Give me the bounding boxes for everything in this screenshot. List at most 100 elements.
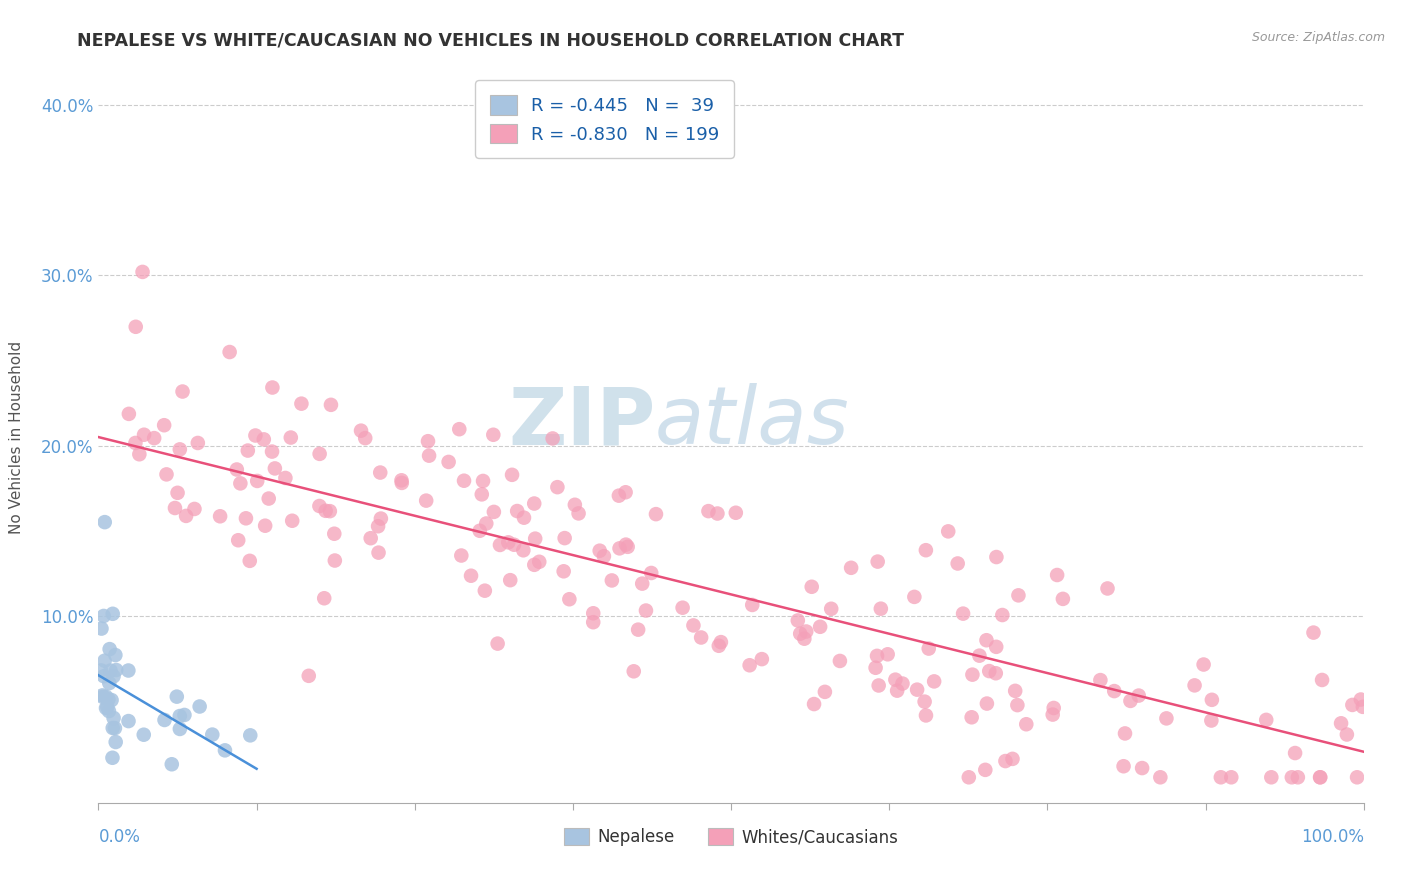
Point (803, 697, 825, 711)
Point (541, 432, 564, 446)
Point (117, 714, 139, 728)
Point (876, 648, 898, 662)
Point (308, 499, 330, 513)
Point (104, 735, 127, 749)
Point (132, 728, 155, 742)
Point (93, 654, 115, 668)
Point (229, 476, 252, 491)
Point (839, 561, 862, 575)
Point (418, 449, 440, 463)
Point (984, 666, 1007, 681)
Point (1309, 770, 1331, 784)
Point (360, 531, 382, 545)
Point (969, 648, 991, 663)
Point (290, 397, 312, 411)
Point (1128, 689, 1150, 703)
Point (529, 555, 551, 569)
Point (974, 763, 997, 777)
Point (169, 709, 191, 723)
Point (808, 620, 831, 634)
Point (97, 692, 120, 706)
Point (183, 502, 205, 516)
Point (1130, 761, 1153, 775)
Point (235, 511, 257, 525)
Point (482, 505, 505, 519)
Point (976, 633, 998, 648)
Point (169, 442, 191, 457)
Point (513, 510, 536, 524)
Point (866, 648, 889, 663)
Point (503, 538, 526, 552)
Point (153, 418, 176, 433)
Point (1004, 683, 1026, 698)
Point (236, 443, 259, 458)
Point (609, 541, 631, 556)
Point (952, 607, 974, 621)
Point (1097, 582, 1119, 596)
Point (600, 574, 623, 588)
Point (143, 431, 166, 445)
Point (482, 427, 505, 442)
Point (315, 504, 337, 518)
Point (957, 770, 980, 784)
Point (93, 515, 117, 529)
Point (994, 754, 1017, 768)
Point (239, 554, 262, 568)
Point (169, 722, 191, 736)
Point (1104, 684, 1126, 698)
Point (865, 661, 887, 675)
Point (1351, 699, 1374, 714)
Point (707, 639, 730, 653)
Point (93, 609, 115, 624)
Point (741, 598, 763, 612)
Point (450, 549, 472, 563)
Point (100, 693, 122, 707)
Point (104, 721, 127, 735)
Text: atlas: atlas (655, 384, 851, 461)
Point (370, 511, 392, 525)
Point (589, 543, 612, 558)
Point (706, 507, 728, 521)
Point (793, 632, 815, 646)
Point (903, 590, 925, 604)
Point (449, 422, 471, 436)
Point (568, 507, 591, 521)
Point (671, 600, 693, 615)
Point (163, 501, 186, 516)
Point (475, 516, 498, 531)
Point (1341, 698, 1364, 712)
Point (368, 466, 391, 480)
Point (367, 519, 389, 533)
Point (319, 504, 342, 518)
Point (174, 508, 197, 523)
Point (131, 265, 153, 279)
Point (166, 485, 188, 500)
Point (554, 531, 576, 545)
Point (627, 623, 650, 637)
Point (98, 642, 121, 657)
Point (553, 564, 575, 578)
Point (94, 701, 117, 715)
Point (614, 485, 637, 500)
Point (1184, 678, 1206, 692)
Point (593, 549, 616, 564)
Point (1310, 673, 1333, 687)
Point (91, 689, 114, 703)
Point (486, 637, 509, 651)
Point (886, 683, 908, 698)
Point (1302, 625, 1324, 640)
Point (187, 436, 209, 450)
Text: 0.0%: 0.0% (98, 828, 141, 846)
Point (1149, 770, 1171, 784)
Point (922, 674, 945, 689)
Point (100, 664, 122, 678)
Point (245, 428, 267, 442)
Point (155, 467, 177, 482)
Point (367, 546, 389, 560)
Point (631, 576, 654, 591)
Point (257, 491, 280, 506)
Legend: Nepalese, Whites/Caucasians: Nepalese, Whites/Caucasians (557, 822, 905, 853)
Text: NEPALESE VS WHITE/CAUCASIAN NO VEHICLES IN HOUSEHOLD CORRELATION CHART: NEPALESE VS WHITE/CAUCASIAN NO VEHICLES … (77, 31, 904, 49)
Point (214, 743, 236, 757)
Point (962, 667, 984, 681)
